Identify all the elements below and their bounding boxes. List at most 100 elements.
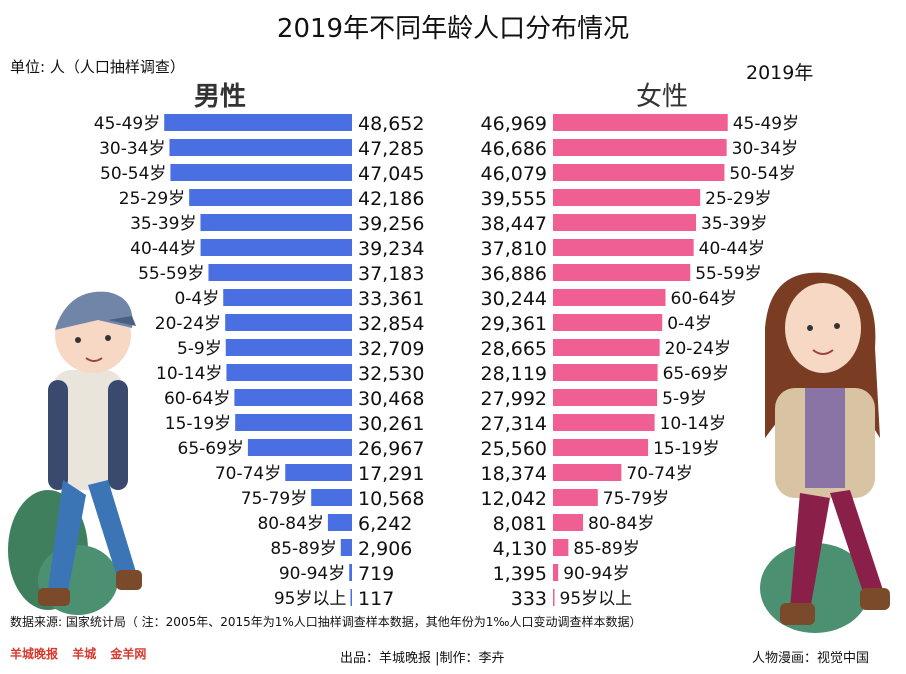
- female-bar: [553, 114, 728, 131]
- male-value-label: 32,854: [358, 313, 424, 335]
- male-bar: [225, 339, 352, 356]
- publisher-credit: 出品：羊城晚报 |制作：李卉: [340, 651, 505, 666]
- female-bar: [553, 164, 725, 181]
- female-value-label: 46,686: [481, 138, 547, 160]
- male-age-label: 25-29岁: [119, 189, 185, 209]
- female-age-label: 40-44岁: [699, 239, 765, 259]
- male-bar: [226, 364, 352, 381]
- female-bar: [553, 414, 655, 431]
- female-age-label: 95岁以上: [560, 589, 633, 609]
- male-age-label: 95岁以上: [274, 589, 347, 609]
- male-value-label: 2,906: [358, 538, 412, 560]
- male-value-label: 26,967: [358, 438, 424, 460]
- unit-note: 单位: 人（人口抽样调查）: [10, 58, 185, 76]
- male-bar: [247, 439, 352, 456]
- female-value-label: 29,361: [481, 313, 547, 335]
- female-value-label: 4,130: [493, 538, 547, 560]
- male-age-label: 50-54岁: [100, 164, 166, 184]
- logo-row: 羊城晚报 羊城 金羊网: [10, 645, 156, 662]
- female-value-label: 30,244: [481, 288, 547, 310]
- female-age-label: 45-49岁: [733, 114, 799, 134]
- male-age-label: 85-89岁: [270, 539, 336, 559]
- female-bar: [553, 564, 559, 581]
- female-age-label: 90-94岁: [563, 564, 629, 584]
- male-value-label: 47,285: [358, 138, 424, 160]
- female-age-label: 30-34岁: [732, 139, 798, 159]
- female-bar: [553, 439, 649, 456]
- female-bar: [553, 189, 701, 206]
- male-age-label: 55-59岁: [138, 264, 204, 284]
- female-bar: [553, 389, 658, 406]
- male-bar: [311, 489, 352, 506]
- male-age-label: 70-74岁: [215, 464, 281, 484]
- male-age-label: 75-79岁: [241, 489, 307, 509]
- male-bar: [350, 589, 352, 606]
- female-age-label: 60-64岁: [671, 289, 737, 309]
- male-bar: [189, 189, 352, 206]
- female-bar: [553, 464, 622, 481]
- logo-ycwb-net: 金羊网: [110, 647, 147, 661]
- male-value-label: 30,261: [358, 413, 424, 435]
- male-age-label: 20-24岁: [155, 314, 221, 334]
- page-title: 2019年不同年龄人口分布情况: [276, 14, 630, 44]
- female-value-label: 37,810: [481, 238, 547, 260]
- female-value-label: 36,886: [481, 263, 547, 285]
- female-value-label: 38,447: [481, 213, 547, 235]
- female-age-label: 20-24岁: [665, 339, 731, 359]
- male-value-label: 117: [358, 588, 394, 610]
- population-chart: 45-49岁 48,652 30-34岁 47,285 50-54岁 47,045 25-2…: [94, 113, 799, 610]
- female-age-label: 70-74岁: [626, 464, 692, 484]
- female-bar: [553, 214, 697, 231]
- male-age-label: 0-4岁: [174, 289, 219, 309]
- female-value-label: 12,042: [481, 488, 547, 510]
- female-age-label: 25-29岁: [705, 189, 771, 209]
- female-value-label: 333: [511, 588, 547, 610]
- female-bar: [553, 264, 691, 281]
- female-age-label: 85-89岁: [573, 539, 639, 559]
- male-heading: 男性: [194, 82, 247, 112]
- male-value-label: 39,256: [358, 213, 424, 235]
- female-bar: [553, 339, 660, 356]
- female-bar: [553, 289, 666, 306]
- male-bar: [235, 414, 352, 431]
- male-bar: [327, 514, 352, 531]
- female-value-label: 27,314: [481, 413, 547, 435]
- female-value-label: 28,119: [481, 363, 547, 385]
- female-value-label: 8,081: [493, 513, 547, 535]
- male-bar: [234, 389, 352, 406]
- female-value-label: 39,555: [481, 188, 547, 210]
- female-value-label: 1,395: [493, 563, 547, 585]
- female-value-label: 46,079: [481, 163, 547, 185]
- female-value-label: 18,374: [481, 463, 547, 485]
- source-note: 数据来源: 国家统计局（ 注：2005年、2015年为1%人口抽样调查样本数据，…: [10, 615, 642, 629]
- male-age-label: 40-44岁: [130, 239, 196, 259]
- male-age-label: 30-34岁: [99, 139, 165, 159]
- female-age-label: 65-69岁: [663, 364, 729, 384]
- illustration-credit: 人物漫画：视觉中国: [752, 651, 870, 666]
- male-value-label: 48,652: [358, 113, 424, 135]
- male-bar: [340, 539, 352, 556]
- female-age-label: 5-9岁: [662, 389, 707, 409]
- male-bar: [169, 139, 352, 156]
- male-value-label: 30,468: [358, 388, 424, 410]
- female-age-label: 55-59岁: [695, 264, 761, 284]
- girl-illustration: [760, 272, 890, 633]
- male-age-label: 35-39岁: [130, 214, 196, 234]
- female-bar: [553, 539, 569, 556]
- female-bar: [553, 589, 555, 606]
- female-age-label: 75-79岁: [603, 489, 669, 509]
- male-age-label: 60-64岁: [164, 389, 230, 409]
- female-age-label: 10-14岁: [660, 414, 726, 434]
- male-age-label: 5-9岁: [177, 339, 222, 359]
- male-bar: [200, 214, 352, 231]
- female-bar: [553, 239, 694, 256]
- male-value-label: 42,186: [358, 188, 424, 210]
- female-bar: [553, 139, 727, 156]
- female-bar: [553, 489, 598, 506]
- male-value-label: 47,045: [358, 163, 424, 185]
- female-bar: [553, 314, 663, 331]
- male-value-label: 32,530: [358, 363, 424, 385]
- male-value-label: 6,242: [358, 513, 412, 535]
- male-bar: [225, 314, 352, 331]
- male-age-label: 10-14岁: [156, 364, 222, 384]
